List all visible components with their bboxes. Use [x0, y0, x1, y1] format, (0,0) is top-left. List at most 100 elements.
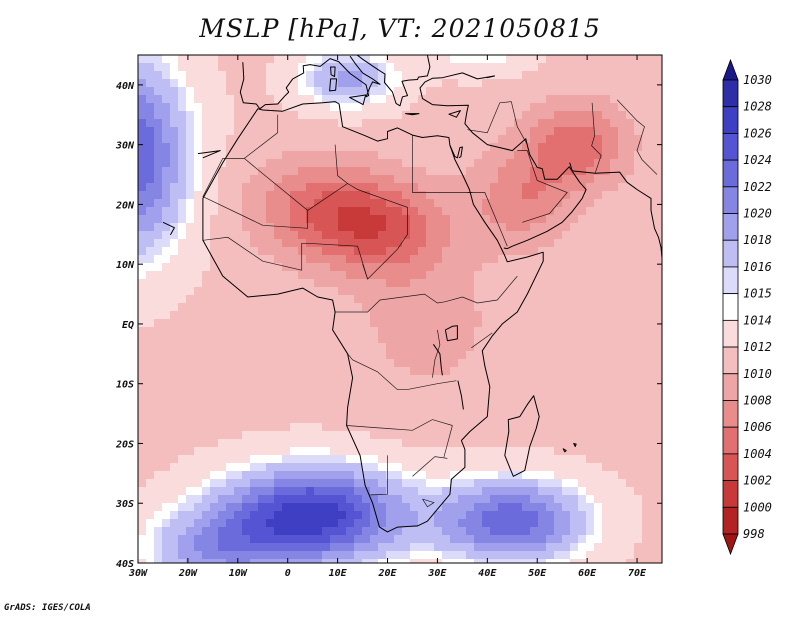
pressure-cell	[402, 551, 411, 560]
pressure-cell	[658, 175, 662, 184]
pressure-cell	[354, 135, 363, 144]
pressure-cell	[610, 447, 619, 456]
pressure-cell	[546, 327, 555, 336]
pressure-cell	[386, 383, 395, 392]
pressure-cell	[466, 271, 475, 280]
pressure-cell	[618, 63, 627, 72]
pressure-cell	[554, 103, 563, 112]
pressure-cell	[626, 79, 635, 88]
pressure-cell	[354, 87, 363, 96]
pressure-cell	[418, 239, 427, 248]
pressure-cell	[330, 287, 339, 296]
pressure-cell	[506, 279, 515, 288]
pressure-cell	[586, 239, 595, 248]
pressure-cell	[298, 391, 307, 400]
pressure-cell	[378, 455, 387, 464]
pressure-cell	[498, 87, 507, 96]
pressure-cell	[610, 431, 619, 440]
pressure-cell	[538, 119, 547, 128]
pressure-cell	[458, 503, 467, 512]
pressure-cell	[202, 63, 211, 72]
pressure-cell	[610, 495, 619, 504]
pressure-cell	[466, 511, 475, 520]
pressure-cell	[514, 511, 523, 520]
pressure-cell	[458, 159, 467, 168]
pressure-cell	[474, 311, 483, 320]
pressure-cell	[194, 95, 203, 104]
pressure-cell	[266, 375, 275, 384]
colorbar-box	[722, 319, 739, 348]
pressure-cell	[506, 271, 515, 280]
pressure-cell	[306, 103, 315, 112]
pressure-cell	[418, 439, 427, 448]
pressure-cell	[274, 487, 283, 496]
pressure-cell	[498, 367, 507, 376]
pressure-cell	[242, 167, 251, 176]
pressure-cell	[514, 423, 523, 432]
pressure-cell	[378, 527, 387, 536]
pressure-cell	[466, 239, 475, 248]
pressure-cell	[594, 479, 603, 488]
pressure-cell	[378, 511, 387, 520]
pressure-cell	[594, 487, 603, 496]
pressure-cell	[586, 295, 595, 304]
pressure-cell	[538, 359, 547, 368]
pressure-cell	[402, 271, 411, 280]
pressure-cell	[570, 71, 579, 80]
pressure-cell	[258, 119, 267, 128]
pressure-cell	[314, 495, 323, 504]
pressure-cell	[618, 479, 627, 488]
pressure-cell	[594, 279, 603, 288]
pressure-cell	[450, 503, 459, 512]
pressure-cell	[162, 223, 171, 232]
pressure-cell	[162, 343, 171, 352]
pressure-cell	[578, 527, 587, 536]
country-borders	[202, 99, 658, 508]
pressure-cell	[442, 391, 451, 400]
pressure-cell	[138, 367, 147, 376]
pressure-cell	[402, 119, 411, 128]
pressure-cell	[162, 519, 171, 528]
pressure-cell	[482, 127, 491, 136]
pressure-cell	[602, 71, 611, 80]
pressure-cell	[522, 119, 531, 128]
pressure-cell	[658, 103, 662, 112]
pressure-cell	[330, 327, 339, 336]
pressure-cell	[378, 407, 387, 416]
pressure-cell	[362, 215, 371, 224]
pressure-cell	[306, 535, 315, 544]
pressure-cell	[458, 311, 467, 320]
pressure-cell	[562, 95, 571, 104]
pressure-cell	[282, 487, 291, 496]
pressure-cell	[386, 439, 395, 448]
pressure-cell	[210, 415, 219, 424]
pressure-cell	[370, 231, 379, 240]
pressure-cell	[610, 511, 619, 520]
pressure-cell	[458, 279, 467, 288]
pressure-cell	[642, 351, 651, 360]
pressure-cell	[146, 271, 155, 280]
pressure-cell	[522, 319, 531, 328]
pressure-cell	[274, 271, 283, 280]
pressure-cell	[426, 487, 435, 496]
pressure-cell	[242, 239, 251, 248]
pressure-cell	[250, 119, 259, 128]
pressure-cell	[650, 431, 659, 440]
pressure-cell	[306, 287, 315, 296]
pressure-cell	[394, 471, 403, 480]
pressure-cell	[186, 455, 195, 464]
pressure-cell	[458, 471, 467, 480]
pressure-cell	[314, 335, 323, 344]
pressure-cell	[626, 511, 635, 520]
pressure-cell	[434, 471, 443, 480]
pressure-cell	[378, 223, 387, 232]
pressure-cell	[354, 503, 363, 512]
pressure-cell	[266, 143, 275, 152]
pressure-cell	[346, 199, 355, 208]
pressure-cell	[450, 247, 459, 256]
colorbar-box	[722, 239, 739, 268]
pressure-cell	[314, 407, 323, 416]
pressure-cell	[218, 335, 227, 344]
pressure-cell	[346, 215, 355, 224]
colorbar: 1030102810261024102210201018101610151014…	[722, 58, 772, 556]
